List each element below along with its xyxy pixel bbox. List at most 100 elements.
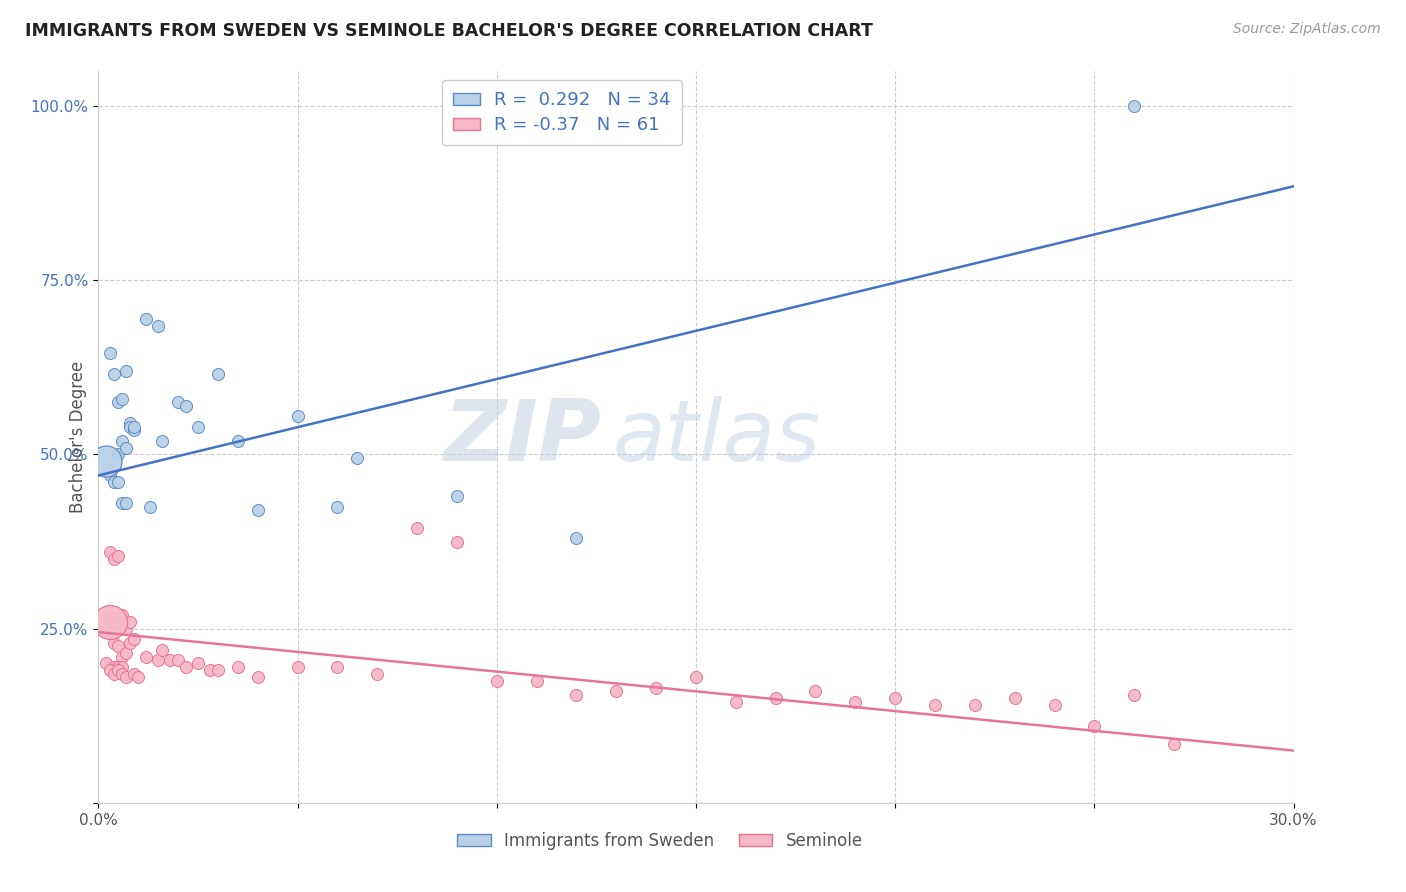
Point	[111, 434, 134, 448]
Point	[103, 660, 125, 674]
Point	[111, 667, 134, 681]
Point	[115, 364, 138, 378]
Point	[844, 695, 866, 709]
Point	[326, 660, 349, 674]
Point	[207, 368, 229, 382]
Point	[98, 664, 122, 678]
Point	[167, 653, 190, 667]
Point	[187, 419, 209, 434]
Point	[148, 318, 170, 333]
Point	[135, 649, 157, 664]
Point	[724, 695, 747, 709]
Point	[96, 454, 118, 468]
Point	[98, 611, 122, 625]
Point	[346, 450, 368, 465]
Point	[111, 607, 134, 622]
Text: atlas: atlas	[613, 395, 820, 479]
Point	[605, 684, 627, 698]
Legend: Immigrants from Sweden, Seminole: Immigrants from Sweden, Seminole	[451, 825, 869, 856]
Text: ZIP: ZIP	[443, 395, 600, 479]
Point	[124, 423, 146, 437]
Point	[103, 368, 125, 382]
Point	[115, 670, 138, 684]
Point	[198, 664, 221, 678]
Point	[115, 496, 138, 510]
Point	[884, 691, 907, 706]
Point	[685, 670, 707, 684]
Point	[115, 441, 138, 455]
Point	[107, 660, 129, 674]
Point	[565, 688, 588, 702]
Point	[120, 615, 142, 629]
Point	[446, 534, 468, 549]
Point	[924, 698, 946, 713]
Point	[246, 503, 269, 517]
Point	[107, 549, 129, 563]
Point	[287, 409, 309, 424]
Point	[207, 664, 229, 678]
Point	[103, 552, 125, 566]
Point	[96, 657, 118, 671]
Point	[139, 500, 162, 514]
Point	[226, 660, 249, 674]
Y-axis label: Bachelor's Degree: Bachelor's Degree	[69, 361, 87, 513]
Point	[406, 521, 429, 535]
Point	[187, 657, 209, 671]
Point	[103, 615, 125, 629]
Text: Source: ZipAtlas.com: Source: ZipAtlas.com	[1233, 22, 1381, 37]
Point	[1043, 698, 1066, 713]
Point	[98, 545, 122, 559]
Point	[287, 660, 309, 674]
Point	[103, 667, 125, 681]
Point	[159, 653, 181, 667]
Point	[103, 475, 125, 490]
Point	[135, 311, 157, 326]
Point	[167, 395, 190, 409]
Point	[107, 664, 129, 678]
Point	[1163, 737, 1185, 751]
Point	[326, 500, 349, 514]
Point	[446, 489, 468, 503]
Point	[98, 618, 122, 632]
Point	[111, 496, 134, 510]
Point	[366, 667, 388, 681]
Point	[115, 646, 138, 660]
Point	[107, 395, 129, 409]
Point	[124, 419, 146, 434]
Point	[1123, 99, 1146, 113]
Point	[765, 691, 787, 706]
Point	[526, 673, 548, 688]
Point	[98, 346, 122, 360]
Point	[174, 399, 197, 413]
Text: IMMIGRANTS FROM SWEDEN VS SEMINOLE BACHELOR'S DEGREE CORRELATION CHART: IMMIGRANTS FROM SWEDEN VS SEMINOLE BACHE…	[25, 22, 873, 40]
Point	[111, 392, 134, 406]
Point	[148, 653, 170, 667]
Point	[107, 448, 129, 462]
Point	[226, 434, 249, 448]
Point	[127, 670, 149, 684]
Point	[107, 639, 129, 653]
Point	[107, 615, 129, 629]
Point	[115, 622, 138, 636]
Point	[1123, 688, 1146, 702]
Point	[111, 649, 134, 664]
Point	[963, 698, 986, 713]
Point	[1083, 719, 1105, 733]
Point	[107, 475, 129, 490]
Point	[645, 681, 668, 695]
Point	[150, 642, 173, 657]
Point	[485, 673, 508, 688]
Point	[111, 660, 134, 674]
Point	[246, 670, 269, 684]
Point	[98, 615, 122, 629]
Point	[124, 632, 146, 646]
Point	[124, 667, 146, 681]
Point	[120, 419, 142, 434]
Point	[150, 434, 173, 448]
Point	[103, 635, 125, 649]
Point	[174, 660, 197, 674]
Point	[804, 684, 827, 698]
Point	[565, 531, 588, 545]
Point	[120, 635, 142, 649]
Point	[120, 416, 142, 430]
